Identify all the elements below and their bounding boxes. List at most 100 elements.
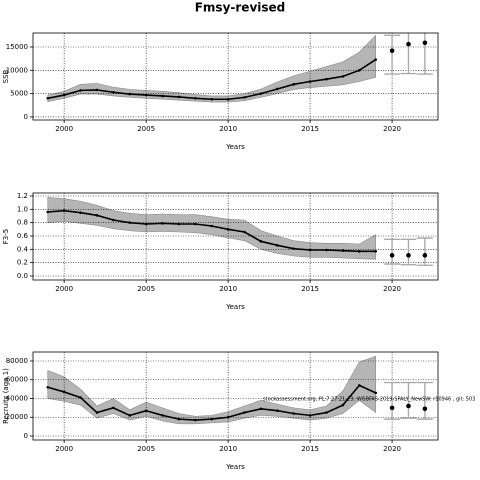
y-tick-label: 0.8 [17,219,28,227]
median-point [357,69,361,72]
median-point [161,222,164,225]
median-point [194,418,197,422]
median-point [79,89,82,92]
y-tick-label: 5000 [10,90,28,98]
median-point [128,221,132,224]
x-tick-label: 2015 [301,285,319,293]
median-point [341,249,345,252]
confidence-band [47,355,376,425]
median-point [95,411,99,414]
median-point [128,92,132,96]
y-tick-label: 10000 [6,66,28,74]
median-point [62,209,66,212]
axes-frame [32,192,439,281]
x-axis-label: Years [225,143,245,151]
y-tick-label: 1.0 [17,205,28,213]
median-point [243,411,246,414]
y-tick-label: 0.2 [17,259,28,267]
x-tick-label: 2015 [301,125,319,133]
median-point [210,417,214,421]
median-point [276,244,279,247]
median-point [325,248,328,252]
median-point [259,92,263,95]
median-point [112,90,115,94]
x-tick-label: 2000 [55,285,73,293]
median-point [210,224,214,228]
median-point [144,93,148,97]
x-tick-label: 2005 [137,445,155,453]
axes-frame [32,32,439,121]
projection-point [422,40,428,46]
x-tick-label: 2005 [137,125,155,133]
plot-area [33,352,438,440]
y-tick-label: 0.6 [17,232,29,240]
median-point [46,210,50,214]
projection-point [406,41,411,47]
y-tick-label: 1.2 [17,192,28,200]
y-tick-label: 15000 [6,43,28,51]
x-tick-label: 2020 [383,125,401,133]
median-point [226,228,230,231]
x-tick-label: 2020 [383,285,401,293]
median-point [308,80,312,83]
median-point [325,77,328,81]
figure-title: Fmsy-revised [195,1,286,15]
x-tick-label: 2010 [219,125,237,133]
x-tick-label: 2000 [55,125,73,133]
y-axis-label: Recruits (age 1) [2,368,10,424]
y-axis-label: SSB [2,69,10,83]
median-point [46,385,50,389]
y-tick-label: 0 [24,113,28,121]
median-point [259,240,263,243]
y-tick-label: 0.4 [17,245,29,253]
median-point [292,412,296,415]
median-point [177,417,181,421]
median-point [357,384,361,387]
x-tick-label: 2010 [219,285,237,293]
projection-point [406,403,411,409]
x-tick-label: 2020 [383,445,401,453]
median-point [95,214,99,217]
median-point [325,411,328,414]
projection-point [389,405,395,411]
axes-frame [32,351,439,441]
projection-point [406,253,411,258]
median-point [243,230,246,234]
median-point [357,250,361,253]
median-point [243,96,246,99]
median-point [308,414,312,417]
y-tick-label: 40000 [6,394,28,402]
x-axis-label: Years [225,463,245,471]
median-point [161,414,164,417]
median-point [292,247,296,250]
median-point [194,222,197,226]
median-point [177,95,181,99]
median-point [226,415,230,419]
median-point [144,222,148,226]
projection-point [422,406,428,412]
x-tick-label: 2000 [55,445,73,453]
projection-point [389,48,395,54]
median-point [194,97,197,100]
annotation: stockassessment.org, PL:7.27.21-23, WGBF… [263,397,475,403]
median-point [276,87,279,91]
median-point [112,406,115,410]
median-point [374,58,377,61]
median-point [341,75,345,78]
median-point [95,88,99,92]
x-tick-label: 2015 [301,445,319,453]
median-point [46,97,50,100]
projection-point [389,253,395,258]
y-tick-label: 0 [24,432,28,440]
median-point [374,250,377,253]
confidence-band [47,197,376,260]
x-axis-label: Years [225,303,245,311]
median-point [292,83,296,86]
median-point [79,211,82,214]
median-point [259,407,263,411]
median-point [144,409,148,412]
plot-area [33,193,438,280]
median-point [62,93,66,97]
median-point [177,222,181,226]
